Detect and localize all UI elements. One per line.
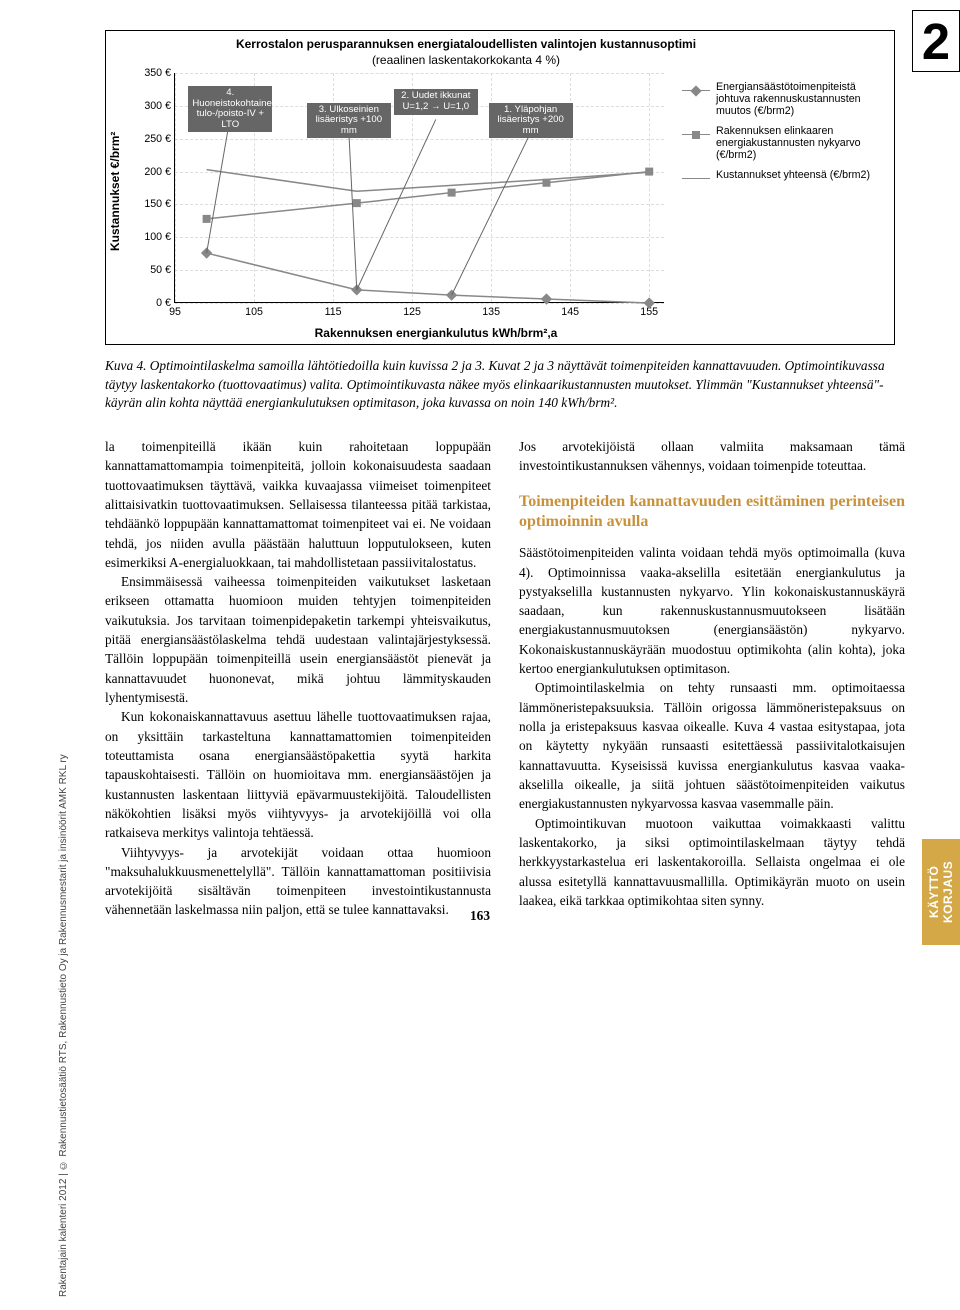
paragraph: Optimointikuvan muotoon vaikuttaa voimak… [519,814,905,911]
x-tick: 135 [482,306,500,318]
x-tick: 115 [325,306,342,318]
optimization-chart: Kerrostalon perusparannuksen energiatalo… [105,30,895,345]
x-tick: 125 [403,306,421,318]
text-columns: la toimenpiteillä ikään kuin rahoitetaan… [105,437,905,920]
column-left: la toimenpiteillä ikään kuin rahoitetaan… [105,437,491,920]
x-tick: 105 [245,306,263,318]
legend-item: Rakennuksen elinkaaren energiakustannust… [682,125,882,161]
section-heading: Toimenpiteiden kannattavuuden esittämine… [519,492,905,534]
y-tick: 350 € [135,67,171,79]
chart-ylabel: Kustannukset €/brm² [108,101,122,281]
chart-callout: 4. Huoneistokohtainen tulo-/poisto-IV + … [188,86,272,132]
y-tick: 0 € [135,297,171,309]
chart-plot: 0 €50 €100 €150 €200 €250 €300 €350 €951… [174,73,664,303]
x-tick: 145 [561,306,579,318]
chart-title: Kerrostalon perusparannuksen energiatalo… [226,37,706,51]
page-number: 163 [0,908,960,924]
y-tick: 50 € [135,264,171,276]
paragraph: la toimenpiteillä ikään kuin rahoitetaan… [105,437,491,572]
x-tick: 95 [169,306,181,318]
figure-caption: Kuva 4. Optimointilaskelma samoilla läht… [105,357,905,413]
chart-callout: 2. Uudet ikkunat U=1,2 → U=1,0 [394,89,478,114]
y-tick: 300 € [135,100,171,112]
paragraph: Jos arvotekijöistä ollaan valmiita maksa… [519,437,905,476]
paragraph: Kun kokonaiskannattavuus asettuu lähelle… [105,707,491,842]
column-right: Jos arvotekijöistä ollaan valmiita maksa… [519,437,905,920]
y-tick: 250 € [135,133,171,145]
chart-callout: 1. Yläpohjan lisäeristys +200 mm [489,103,573,139]
paragraph: Säästötoimenpiteiden valinta voidaan teh… [519,543,905,678]
y-tick: 150 € [135,198,171,210]
paragraph: Ensimmäisessä vaiheessa toimenpiteiden v… [105,572,491,707]
y-tick: 200 € [135,166,171,178]
y-tick: 100 € [135,231,171,243]
chart-xlabel: Rakennuksen energiankulutus kWh/brm²,a [226,326,646,340]
paragraph: Optimointilaskelmia on tehty runsaasti m… [519,678,905,813]
chart-legend: Energiansäästötoimenpiteistä johtuva rak… [682,81,882,191]
chart-subtitle: (reaalinen laskentakorkokanta 4 %) [226,53,706,67]
page: Kerrostalon perusparannuksen energiatalo… [0,0,960,930]
legend-item: Kustannukset yhteensä (€/brm2) [682,169,882,183]
legend-item: Energiansäästötoimenpiteistä johtuva rak… [682,81,882,117]
chart-callout: 3. Ulkoseinien lisäeristys +100 mm [307,103,391,139]
